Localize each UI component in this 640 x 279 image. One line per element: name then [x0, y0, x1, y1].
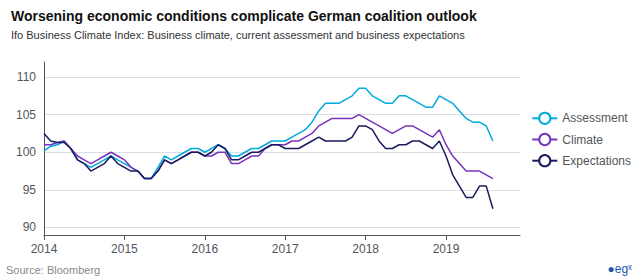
svg-text:Worsening economic conditions: Worsening economic conditions complicate…: [11, 8, 477, 24]
svg-text:2014: 2014: [31, 242, 58, 256]
svg-text:2019: 2019: [433, 242, 460, 256]
svg-text:110: 110: [17, 70, 36, 84]
svg-text:Assessment: Assessment: [562, 111, 628, 125]
svg-text:Source: Bloomberg: Source: Bloomberg: [6, 264, 100, 276]
svg-text:95: 95: [23, 183, 37, 197]
svg-text:Expectations: Expectations: [562, 154, 631, 168]
svg-text:2015: 2015: [111, 242, 138, 256]
svg-text:Climate: Climate: [562, 133, 603, 147]
svg-text:2017: 2017: [272, 242, 299, 256]
svg-text:90: 90: [23, 220, 37, 234]
svg-text:2016: 2016: [191, 242, 218, 256]
svg-text:●egˣ: ●egˣ: [607, 262, 632, 276]
svg-text:100: 100: [16, 145, 36, 159]
svg-text:Ifo Business Climate Index: Bu: Ifo Business Climate Index: Business cli…: [11, 29, 465, 41]
svg-text:105: 105: [16, 108, 36, 122]
svg-text:2018: 2018: [352, 242, 379, 256]
